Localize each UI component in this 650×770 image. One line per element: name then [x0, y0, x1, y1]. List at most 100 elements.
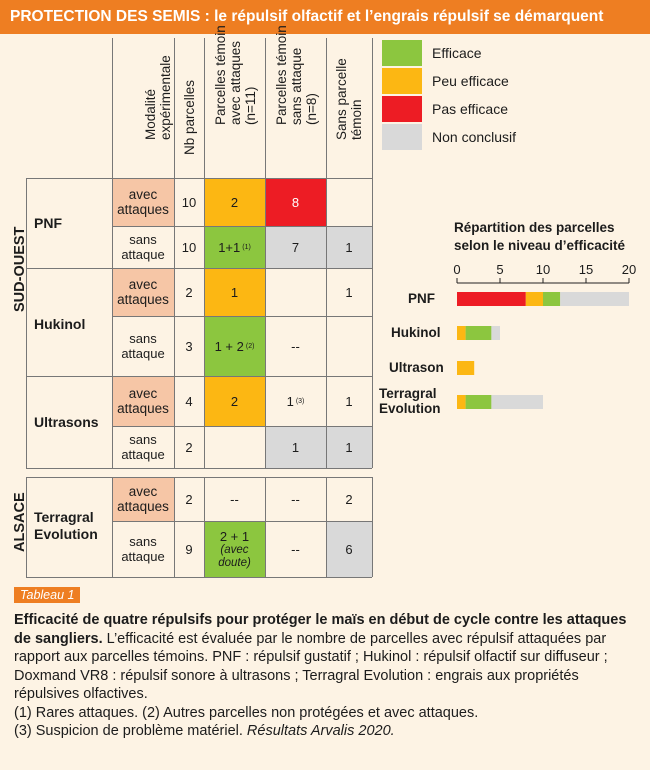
bar-segment: [491, 395, 543, 409]
product-hukinol: Hukinol: [34, 316, 86, 332]
nb-cell: 2: [185, 491, 193, 507]
table-rule: [26, 477, 372, 478]
result-cell: 8: [265, 178, 326, 226]
result-cell: 1 + 2 (2): [204, 316, 265, 376]
modality-cell: avec attaques: [112, 178, 174, 226]
result-cell: --: [230, 491, 239, 507]
bar-segment: [457, 292, 526, 306]
table-rule: [372, 477, 373, 577]
result-cell: 2: [345, 491, 353, 507]
table-rule: [26, 577, 372, 578]
legend-swatch-non-conclusif: [382, 124, 422, 150]
nb-cell: 3: [185, 338, 193, 354]
table-rule: [26, 376, 372, 377]
product-ultrasons: Ultrasons: [34, 414, 99, 430]
legend-label: Efficace: [432, 45, 482, 61]
nb-cell: 2: [185, 284, 193, 300]
result-cell: 1 (3): [286, 393, 305, 409]
table-rule: [26, 268, 372, 269]
table-rule: [112, 477, 113, 577]
x-tick-label: 5: [496, 262, 504, 277]
modality-cell: avec attaques: [112, 477, 174, 521]
caption-source: Résultats Arvalis 2020.: [246, 723, 395, 739]
result-cell: 1: [326, 226, 372, 268]
result-cell: --: [291, 338, 300, 354]
bar-segment: [457, 361, 475, 375]
bar-segment: [543, 292, 561, 306]
modality-cell: avec attaques: [112, 376, 174, 426]
legend-swatch-peu-efficace: [382, 68, 422, 94]
nb-cell: 10: [181, 239, 197, 255]
legend-label: Pas efficace: [432, 101, 509, 117]
modality-cell: sans attaque: [121, 534, 165, 564]
table-rule: [326, 38, 327, 468]
result-cell: 1: [345, 393, 353, 409]
table-rule: [265, 38, 266, 468]
table-rule: [112, 38, 113, 468]
table-rule: [26, 477, 27, 577]
table-rule: [326, 477, 327, 577]
result-cell: --: [291, 541, 300, 557]
table-rule: [26, 178, 27, 468]
result-cell: 6: [326, 521, 372, 577]
category-label: Hukinol: [391, 325, 441, 340]
legend-swatch-pas-efficace: [382, 96, 422, 122]
bar-segment: [465, 326, 492, 340]
bar-segment: [560, 292, 629, 306]
table-rule: [204, 38, 205, 468]
table-rule: [174, 477, 175, 577]
table-rule: [174, 38, 175, 468]
x-tick-label: 10: [535, 262, 551, 277]
caption-text: L’efficacité est évaluée par le nombre d…: [14, 630, 608, 703]
legend-label: Peu efficace: [432, 73, 509, 89]
table-rule: [265, 477, 266, 577]
table-rule: [372, 38, 373, 468]
banner-title: PROTECTION DES SEMIS : le répulsif olfac…: [0, 0, 650, 34]
result-cell: 1+1 (1): [204, 226, 265, 268]
result-cell: 1: [265, 426, 326, 468]
table-rule: [26, 468, 372, 469]
category-label: Terragral Evolution: [379, 386, 441, 416]
caption-note-1: (1) Rares attaques. (2) Autres parcelles…: [14, 704, 479, 721]
chart-title: Répartition des parcelles selon le niveau…: [454, 220, 626, 253]
category-label: PNF: [408, 291, 435, 306]
modality-cell: sans attaque: [121, 331, 165, 361]
bar-segment: [457, 326, 466, 340]
nb-cell: 4: [185, 393, 193, 409]
caption-note-2: (3) Suspicion de problème matériel.: [14, 723, 243, 739]
result-cell: 2 + 1 (avec doute): [204, 521, 265, 577]
result-cell: 1: [204, 268, 265, 316]
table-rule: [112, 426, 372, 427]
table-rule: [26, 178, 372, 179]
bar-segment: [465, 395, 492, 409]
category-label: Ultrason: [389, 360, 444, 375]
table-rule: [204, 477, 205, 577]
result-cell: 7: [265, 226, 326, 268]
modality-cell: sans attaque: [121, 432, 165, 462]
modality-cell: sans attaque: [121, 232, 165, 262]
nb-cell: 9: [185, 541, 193, 557]
nb-cell: 10: [181, 194, 197, 210]
caption-title: Efficacité de quatre répulsifs pour prot…: [14, 612, 627, 647]
result-cell: 1: [345, 284, 353, 300]
result-cell: 1: [326, 426, 372, 468]
bar-segment: [457, 395, 466, 409]
legend-label: Non conclusif: [432, 129, 517, 145]
x-tick-label: 20: [621, 262, 637, 277]
caption: Efficacité de quatre répulsifs pour prot…: [14, 611, 636, 741]
product-terragral: Terragral Evolution: [34, 509, 98, 542]
table-rule: [112, 226, 372, 227]
modality-cell: avec attaques: [112, 268, 174, 316]
table-tag: Tableau 1: [14, 587, 81, 603]
table-rule: [112, 316, 372, 317]
result-cell: 2: [204, 376, 265, 426]
result-cell: --: [291, 491, 300, 507]
x-tick-label: 15: [578, 262, 594, 277]
result-cell: 2: [204, 178, 265, 226]
table-rule: [112, 521, 372, 522]
x-tick-label: 0: [453, 262, 461, 277]
bar-segment: [491, 326, 500, 340]
legend-swatch-efficace: [382, 40, 422, 66]
product-pnf: PNF: [34, 215, 62, 231]
